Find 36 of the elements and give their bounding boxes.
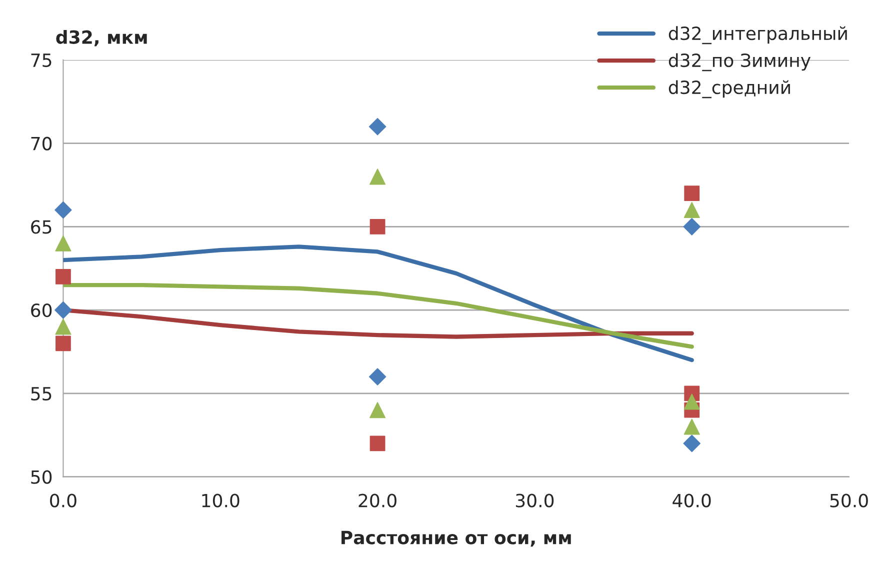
point [368, 118, 386, 136]
x-axis-title: Расстояние от оси, мм [342, 530, 571, 547]
x-tick-label: 10.0 [202, 494, 240, 508]
point [370, 168, 386, 185]
x-tick-label: 30.0 [516, 494, 554, 508]
point [56, 269, 71, 284]
point [684, 418, 700, 435]
legend-label: d32_по Зимину [668, 53, 811, 72]
point [370, 218, 386, 234]
point [370, 436, 386, 452]
x-tick-label: 20.0 [358, 494, 396, 508]
line-series [63, 244, 694, 362]
point [56, 336, 71, 352]
x-tick-label: 50.0 [830, 494, 868, 508]
point [683, 218, 700, 236]
legend-label: d32_интегральный [668, 26, 847, 44]
point [370, 402, 386, 418]
x-tick-label: 0.0 [50, 494, 76, 508]
point [55, 318, 72, 335]
y-tick-label: 75 [31, 54, 52, 68]
point [683, 434, 700, 452]
y-tick-label: 65 [31, 220, 52, 234]
point [54, 201, 72, 219]
legend-label: d32_средний [668, 80, 790, 98]
point [684, 202, 700, 218]
y-axis-title: d32, мкм [56, 30, 147, 46]
x-tick-label: 40.0 [672, 494, 711, 508]
point [368, 368, 386, 386]
y-tick-label: 60 [31, 304, 52, 318]
point [54, 301, 72, 319]
point [684, 186, 700, 202]
y-tick-label: 70 [31, 136, 52, 150]
point [684, 394, 700, 410]
y-tick-label: 55 [31, 387, 52, 401]
y-tick-label: 50 [31, 470, 52, 484]
point [55, 235, 72, 252]
